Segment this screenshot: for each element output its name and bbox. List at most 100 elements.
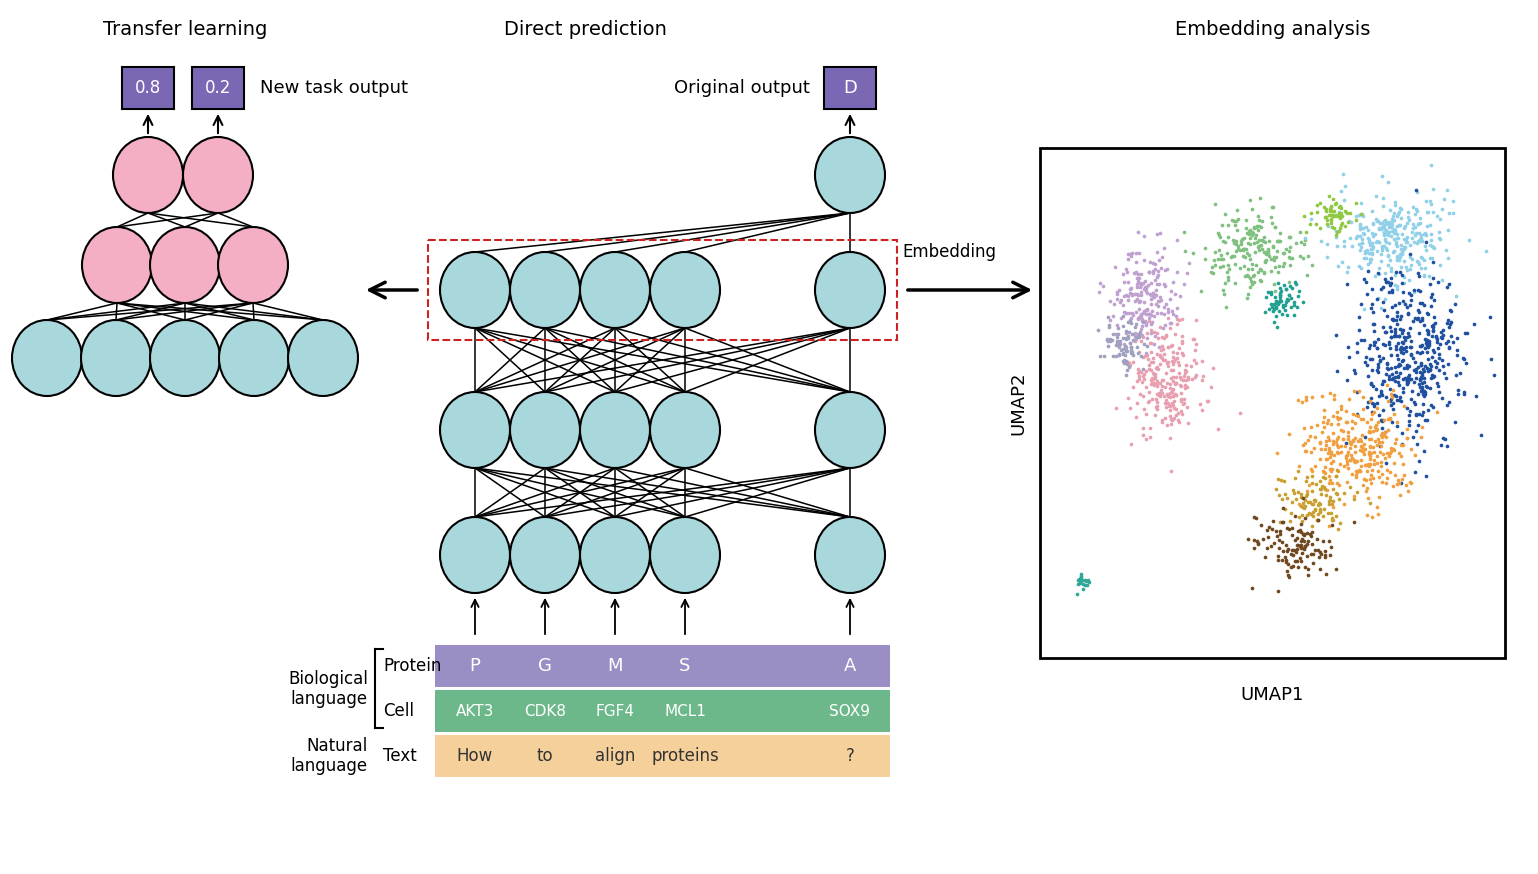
Point [1241,268,1266,282]
Point [1307,221,1332,235]
Point [1235,291,1260,305]
Point [1378,361,1403,375]
Point [1123,410,1147,424]
Point [1381,313,1406,327]
Point [1401,430,1426,444]
Point [1418,357,1443,371]
Point [1363,317,1387,331]
Point [1366,332,1390,346]
Point [1410,368,1435,382]
Point [1389,242,1413,256]
Point [1386,371,1410,385]
Point [1433,336,1458,350]
Point [1114,330,1138,344]
Point [1343,453,1367,467]
Point [1074,574,1098,588]
Point [1415,364,1440,378]
Point [1401,314,1426,328]
Point [1167,289,1192,303]
Point [1267,515,1292,529]
Point [1287,551,1312,565]
Point [1152,389,1177,403]
Point [1247,219,1272,233]
Point [1235,225,1260,239]
Point [1392,240,1416,254]
Point [1383,359,1407,373]
Point [1298,206,1323,220]
Point [1410,251,1435,265]
Point [1127,329,1152,343]
Point [1384,279,1409,293]
Point [1267,288,1292,302]
Point [1386,369,1410,383]
Point [1121,266,1146,280]
Point [1413,333,1438,347]
Point [1378,204,1403,218]
Point [1407,295,1432,309]
Point [1161,398,1186,412]
Point [1355,232,1380,246]
Point [1323,329,1347,343]
Point [1360,225,1384,239]
Point [1343,365,1367,379]
Point [1364,235,1389,249]
Point [1120,327,1144,341]
Point [1370,295,1395,309]
Point [1160,357,1184,371]
Point [1357,425,1381,439]
Point [1383,298,1407,312]
Point [1398,293,1423,307]
Point [1289,539,1313,553]
Point [1161,390,1186,404]
Point [1095,334,1120,348]
Point [1152,307,1177,321]
Point [1140,376,1164,390]
Point [1412,359,1436,373]
Point [1366,432,1390,446]
Point [1346,385,1370,399]
Point [1155,376,1180,390]
Point [1361,457,1386,471]
Point [1117,252,1141,266]
Point [1373,292,1398,306]
Point [1357,457,1381,471]
Point [1367,216,1392,230]
Point [1123,334,1147,348]
Point [1372,239,1397,253]
Point [1378,387,1403,401]
Point [1343,431,1367,445]
Point [1384,317,1409,331]
Point [1134,346,1158,360]
Point [1284,301,1309,315]
Point [1372,232,1397,246]
Point [1375,243,1400,257]
Point [1324,239,1349,253]
Point [1127,330,1152,344]
Point [1267,295,1292,309]
Point [1135,348,1160,362]
Point [1198,265,1223,279]
Point [1310,389,1335,403]
Point [1407,284,1432,298]
Point [1138,323,1163,337]
Point [1375,463,1400,477]
Point [1416,334,1441,348]
Point [1124,277,1149,291]
Point [1313,453,1338,467]
Point [1349,444,1373,458]
Point [1335,454,1360,468]
Point [1147,387,1172,401]
Point [1261,316,1286,329]
Point [1389,250,1413,264]
Point [1130,328,1155,342]
Point [1289,508,1313,522]
Point [1240,228,1264,242]
Point [1361,399,1386,413]
Point [1378,349,1403,363]
Point [1318,199,1343,213]
Point [1243,510,1267,524]
Point [1321,208,1346,222]
Point [1333,436,1358,450]
Point [1355,243,1380,257]
Point [1160,337,1184,351]
